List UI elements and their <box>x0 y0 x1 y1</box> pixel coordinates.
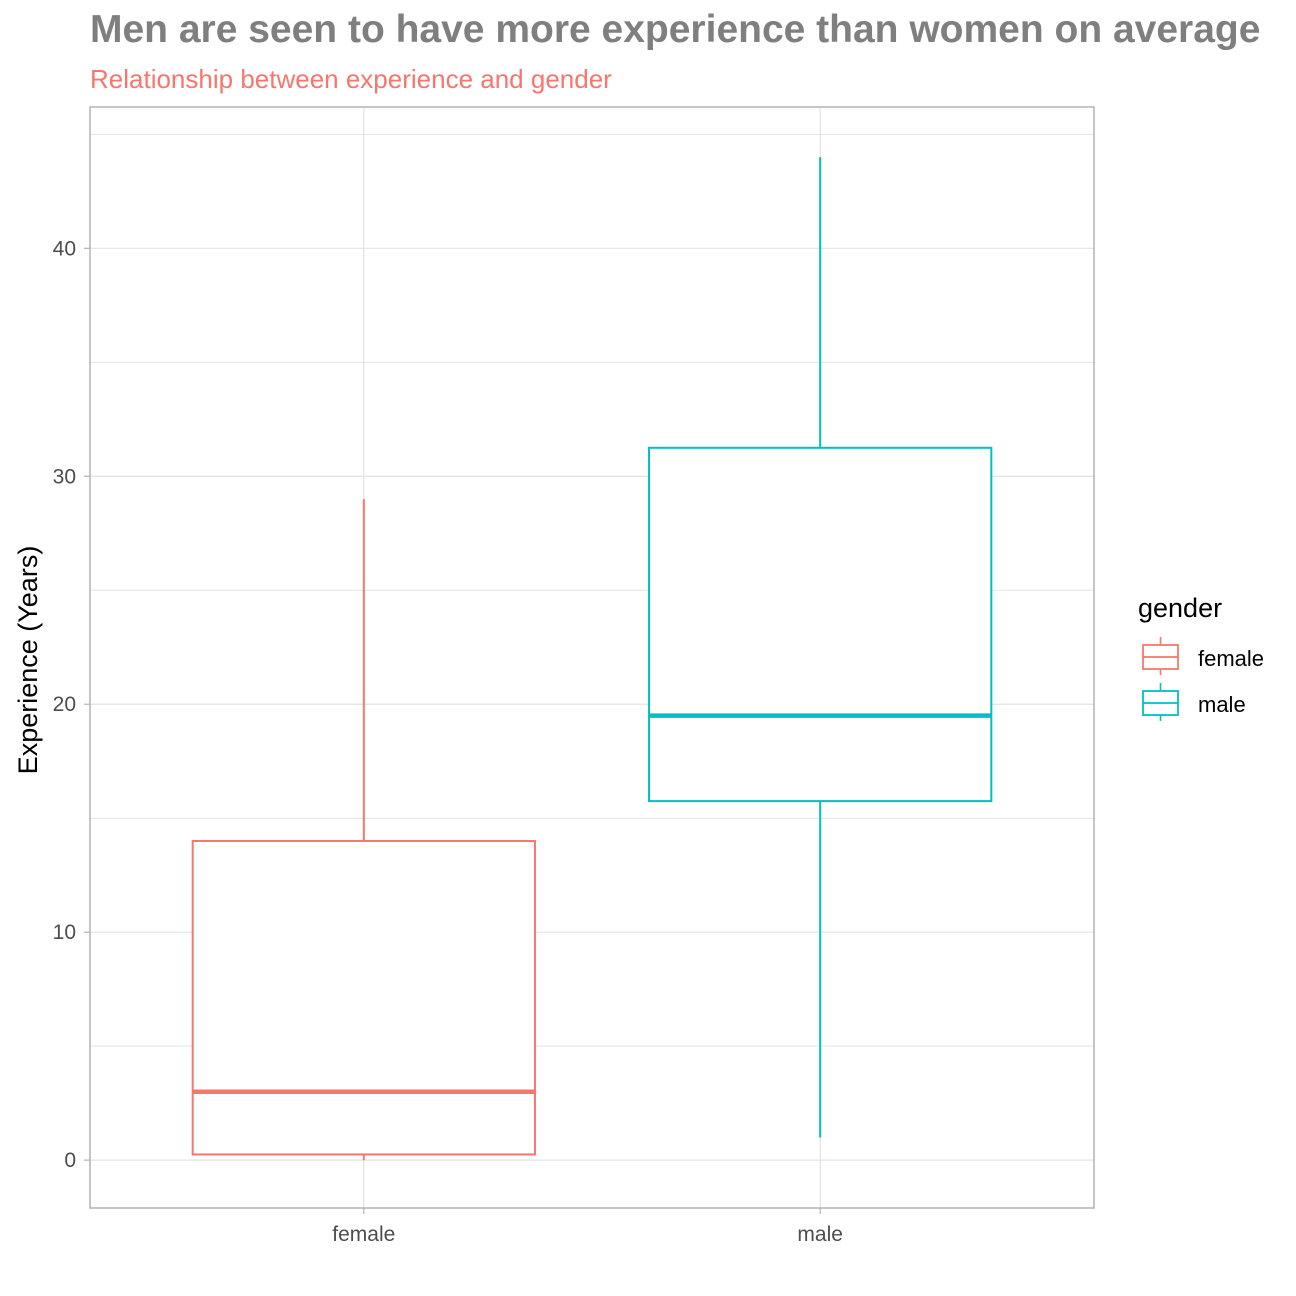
y-tick-label: 0 <box>64 1149 76 1172</box>
x-tick-label: female <box>332 1223 395 1246</box>
y-tick-label: 10 <box>53 921 76 944</box>
box-body-male <box>648 446 993 803</box>
legend: gender female male <box>1138 593 1264 721</box>
y-tick-label: 40 <box>53 237 76 260</box>
x-tick-label: male <box>797 1223 843 1246</box>
chart-title: Men are seen to have more experience tha… <box>90 8 1261 51</box>
legend-label-male: male <box>1198 692 1246 717</box>
box-body-female <box>191 840 536 1156</box>
chart-subtitle: Relationship between experience and gend… <box>90 64 612 94</box>
y-axis-title: Experience (Years) <box>13 546 43 775</box>
legend-key-male <box>1142 683 1179 721</box>
y-tick-label: 20 <box>53 693 76 716</box>
box-female <box>191 499 536 1161</box>
axis-layer: 0 10 20 30 40 female male <box>53 237 843 1246</box>
panel-border <box>89 106 1095 1209</box>
legend-key-female <box>1142 637 1179 675</box>
legend-title: gender <box>1138 593 1222 623</box>
box-layer <box>191 157 993 1161</box>
y-tick-label: 30 <box>53 465 76 488</box>
legend-label-female: female <box>1198 646 1264 671</box>
box-male <box>648 157 993 1138</box>
